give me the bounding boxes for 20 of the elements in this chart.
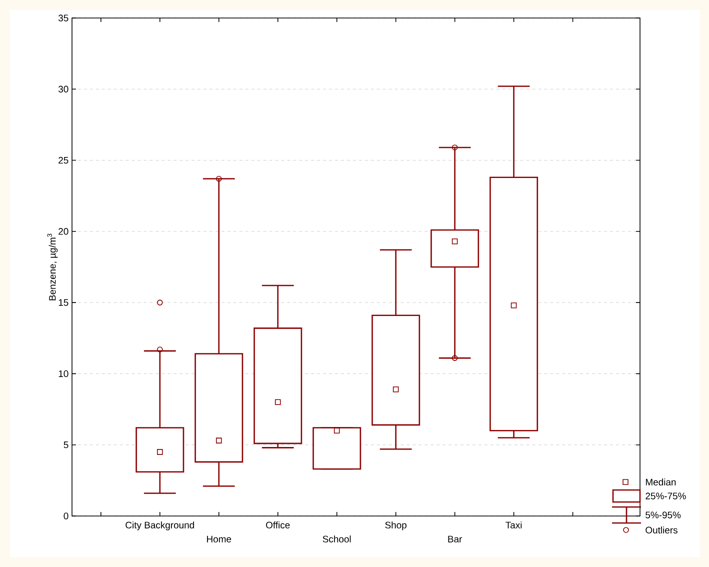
y-tick-label: 25 [58,156,68,164]
y-tick-label: 0 [64,512,68,520]
text: Median [646,478,676,486]
y-tick-label: 20 [58,228,68,235]
text: Outliers [646,526,678,534]
y-tick-label: 5 [64,442,68,448]
y-tick-label: 35 [58,14,68,22]
y-tick-label: 10 [58,370,68,378]
x-tick-label: Taxi [506,521,522,528]
x-tick-label: Bar [448,536,462,542]
x-tick-label: Home [207,536,232,542]
x-tick-label: Office [266,521,290,528]
y-axis-title: Benzene, µg/m$^{3}$ [47,234,58,300]
text: 25%-75% [646,492,686,500]
x-tick-label: School [322,535,351,542]
y-tick-label: 30 [58,86,68,92]
text: 5%-95% [646,512,681,518]
x-tick-label: Shop [385,521,406,530]
x-tick-label: City Background [126,521,194,530]
y-tick-label: 15 [58,299,68,306]
